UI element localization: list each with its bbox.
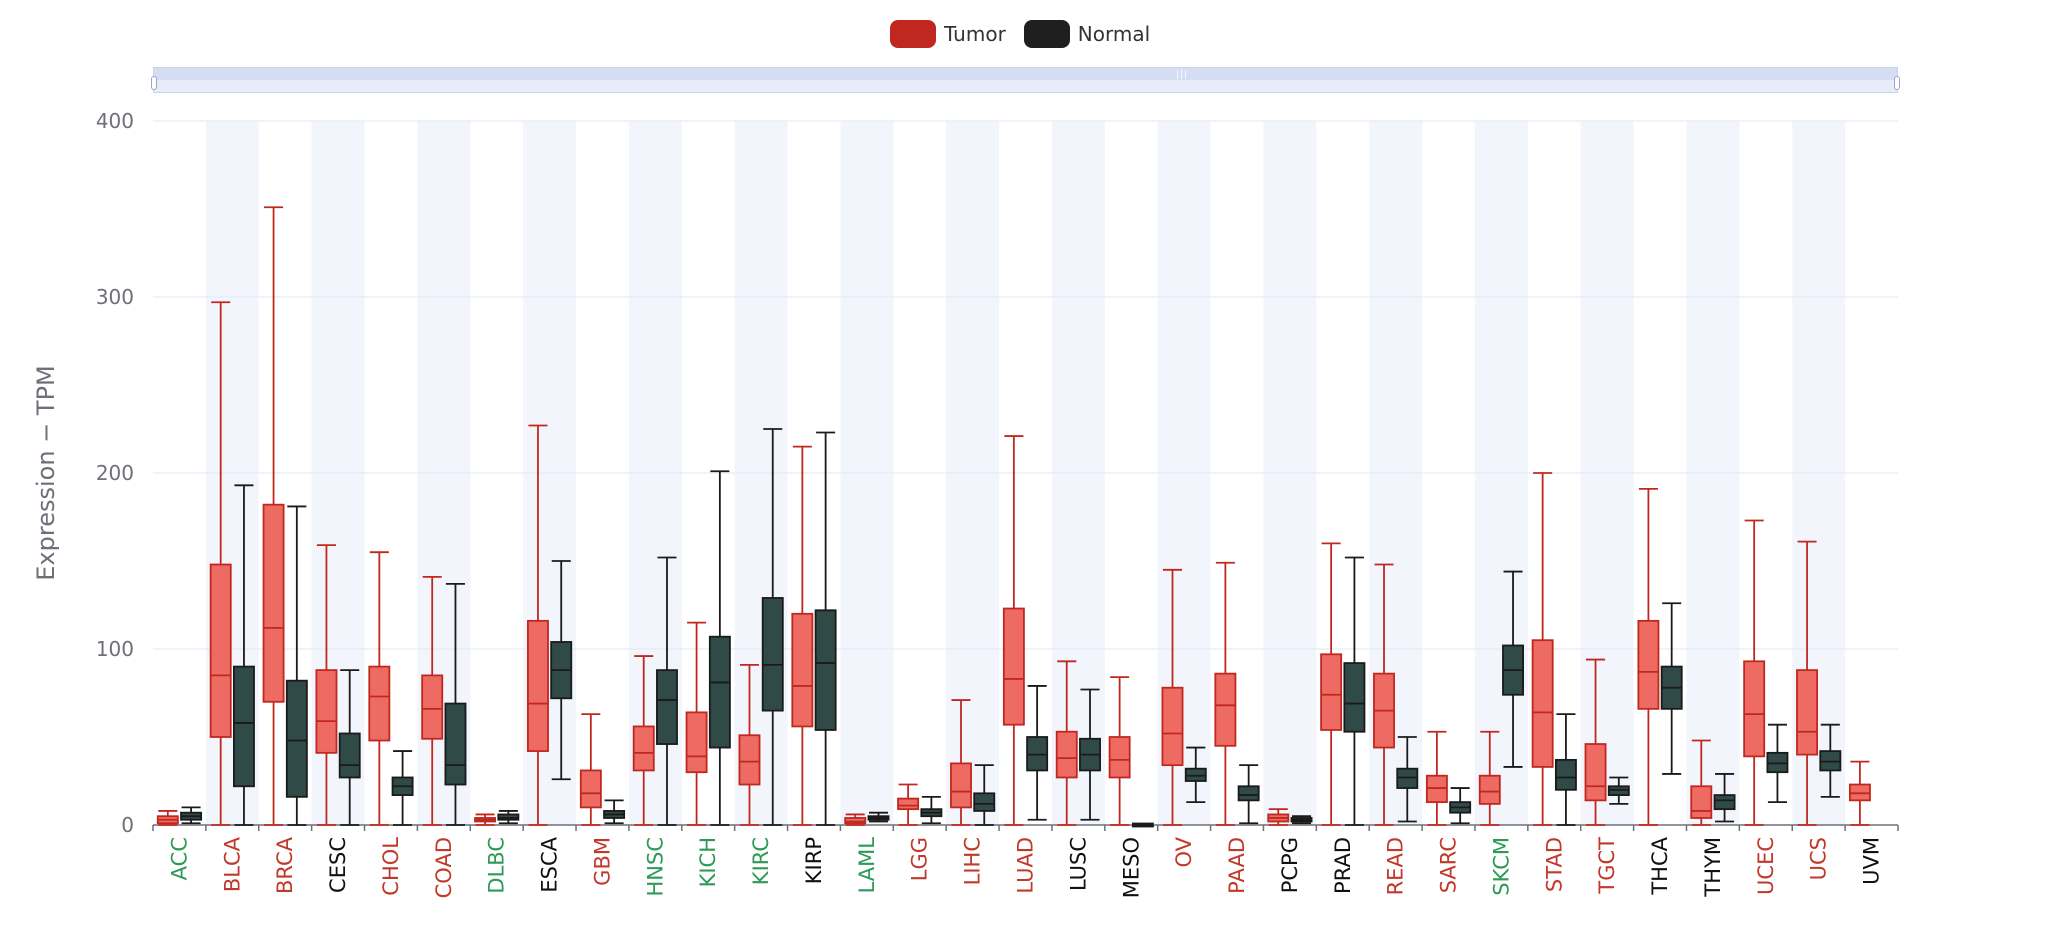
tumor-box bbox=[368, 665, 391, 742]
normal-box bbox=[1713, 794, 1736, 811]
normal-box bbox=[338, 732, 361, 779]
x-tick-label: LAML bbox=[855, 837, 879, 894]
y-axis-label: Expression − TPM bbox=[32, 365, 60, 580]
tumor-box bbox=[791, 612, 814, 728]
x-tick-label: ACC bbox=[167, 837, 191, 880]
tumor-box bbox=[527, 619, 549, 752]
x-tick-label: DLBC bbox=[485, 837, 509, 894]
normal-box bbox=[1343, 662, 1366, 733]
tumor-box bbox=[897, 797, 920, 811]
x-tick-label: BRCA bbox=[273, 836, 297, 894]
legend: Tumor Normal bbox=[890, 20, 1150, 48]
tumor-box bbox=[1531, 639, 1554, 768]
normal-box bbox=[233, 665, 255, 788]
zoom-slider[interactable]: ||| bbox=[151, 67, 1900, 93]
tumor-box bbox=[950, 762, 972, 809]
x-tick-label: STAD bbox=[1542, 837, 1566, 892]
x-tick-label: TGCT bbox=[1595, 837, 1619, 895]
y-tick-label: 0 bbox=[121, 813, 134, 837]
x-tick-label: GBM bbox=[590, 837, 614, 886]
tumor-box bbox=[1584, 743, 1607, 802]
tumor-box bbox=[421, 674, 444, 740]
legend-item-tumor[interactable]: Tumor bbox=[890, 20, 1006, 48]
tumor-box bbox=[1161, 686, 1184, 767]
x-tick-label: LGG bbox=[908, 837, 932, 881]
normal-box bbox=[761, 597, 784, 712]
x-tick-label: LIHC bbox=[961, 837, 985, 885]
tumor-box bbox=[315, 669, 338, 754]
tumor-box bbox=[1108, 736, 1131, 779]
normal-box bbox=[444, 702, 467, 786]
tumor-box bbox=[1320, 653, 1343, 731]
x-tick-label: KIRC bbox=[749, 837, 773, 885]
tumor-box bbox=[209, 563, 232, 738]
normal-box bbox=[708, 635, 731, 749]
x-tick-label: UCEC bbox=[1754, 837, 1778, 895]
normal-box bbox=[973, 792, 996, 812]
x-tick-label: OV bbox=[1172, 836, 1196, 867]
tumor-box bbox=[632, 725, 655, 772]
x-tick-label: PAAD bbox=[1225, 837, 1249, 894]
x-tick-label: UVM bbox=[1860, 837, 1884, 885]
y-tick-label: 400 bbox=[96, 109, 134, 133]
normal-box bbox=[1237, 785, 1260, 802]
tumor-swatch bbox=[890, 20, 936, 48]
tumor-box bbox=[579, 769, 602, 809]
x-tick-label: KIRP bbox=[802, 837, 826, 884]
x-tick-label: UCS bbox=[1807, 837, 1831, 880]
x-tick-label: PCPG bbox=[1278, 837, 1302, 893]
x-tick-label: BLCA bbox=[220, 836, 244, 892]
legend-label-normal: Normal bbox=[1077, 22, 1151, 46]
y-tick-label: 300 bbox=[96, 285, 134, 309]
x-tick-label: KICH bbox=[696, 837, 720, 887]
zoom-slider-range bbox=[154, 68, 1897, 80]
normal-box bbox=[1554, 758, 1577, 791]
tumor-box bbox=[1637, 619, 1660, 710]
x-tick-label: READ bbox=[1384, 837, 1408, 895]
normal-swatch bbox=[1023, 20, 1070, 48]
y-tick-label: 100 bbox=[96, 637, 134, 661]
y-tick-label: 200 bbox=[96, 461, 134, 485]
tumor-box bbox=[262, 503, 285, 703]
tumor-box bbox=[1002, 607, 1025, 726]
x-tick-label: HNSC bbox=[643, 837, 667, 897]
tumor-box bbox=[1796, 669, 1818, 756]
x-tick-label: SKCM bbox=[1489, 837, 1513, 896]
zoom-slider-left-handle[interactable] bbox=[151, 76, 157, 90]
tumor-box bbox=[1055, 730, 1078, 779]
tumor-box bbox=[1743, 660, 1766, 758]
grip-icon[interactable]: ||| bbox=[1176, 70, 1189, 80]
tumor-box bbox=[738, 734, 761, 786]
x-tick-label: CHOL bbox=[379, 837, 403, 896]
normal-box bbox=[285, 679, 308, 798]
x-tick-label: COAD bbox=[432, 837, 456, 898]
x-tick-label: SARC bbox=[1437, 837, 1461, 893]
x-tick-label: ESCA bbox=[538, 836, 562, 892]
x-tick-label: THYM bbox=[1701, 837, 1725, 898]
tumor-box bbox=[1478, 774, 1501, 805]
x-tick-label: CESC bbox=[326, 837, 350, 893]
x-tick-label: PRAD bbox=[1331, 837, 1355, 894]
tumor-box bbox=[1214, 672, 1237, 747]
tumor-box bbox=[685, 711, 708, 774]
x-tick-label: LUAD bbox=[1014, 837, 1038, 894]
tumor-box bbox=[1690, 785, 1713, 819]
zoom-slider-right-handle[interactable] bbox=[1894, 76, 1900, 90]
x-tick-label: LUSC bbox=[1066, 837, 1090, 891]
x-tick-label: MESO bbox=[1119, 837, 1143, 898]
normal-box bbox=[814, 609, 837, 731]
legend-item-normal[interactable]: Normal bbox=[1023, 20, 1151, 48]
x-tick-label: THCA bbox=[1648, 836, 1672, 895]
normal-box bbox=[656, 669, 678, 745]
legend-label-tumor: Tumor bbox=[944, 22, 1006, 46]
